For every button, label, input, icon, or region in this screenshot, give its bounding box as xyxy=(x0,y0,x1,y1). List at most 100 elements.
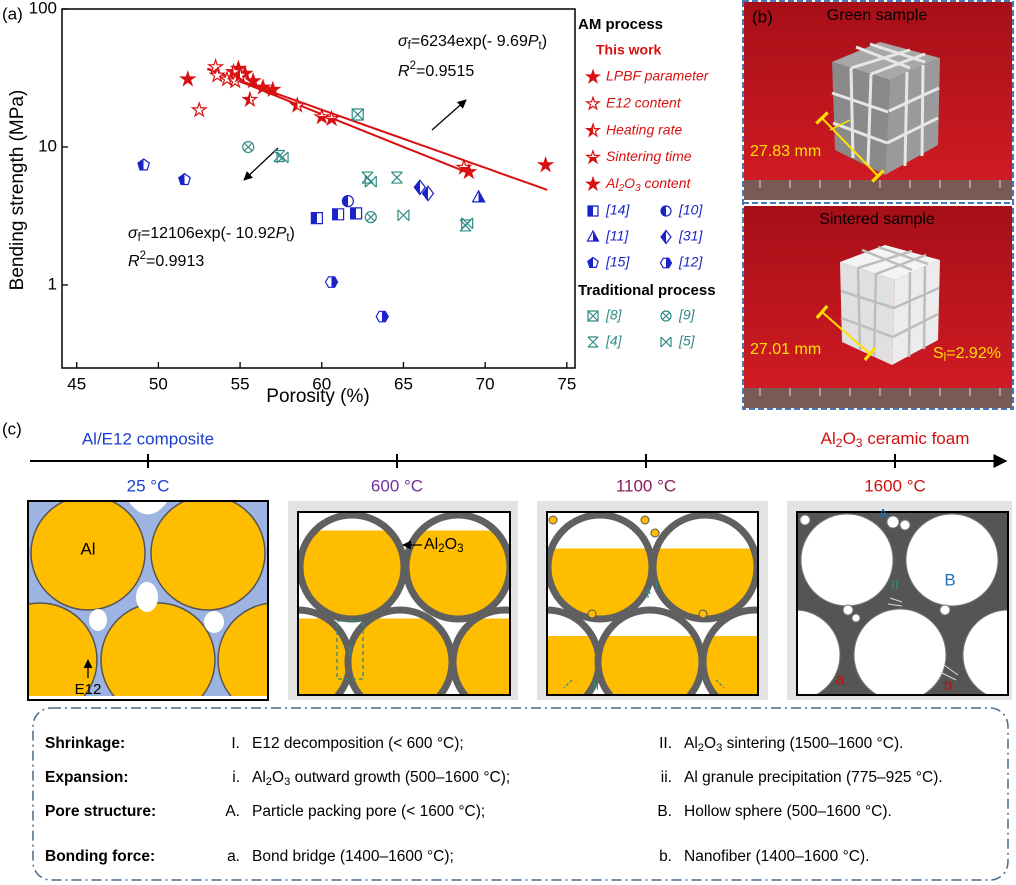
timeline-end: Al2O3 ceramic foam xyxy=(821,429,970,450)
legend-label: Heating rate xyxy=(606,121,682,137)
summary-text: Hollow sphere (500–1600 °C). xyxy=(684,803,892,820)
data-point xyxy=(254,78,272,95)
summary-header: Shrinkage: xyxy=(45,735,125,752)
data-point xyxy=(206,57,225,75)
stage-diagram xyxy=(298,512,510,695)
legend-header: This work xyxy=(596,42,662,58)
annotation-arrow xyxy=(243,147,279,181)
fit-equation: σf=6234exp(- 9.69Pt) xyxy=(398,33,547,52)
summary-header: Bonding force: xyxy=(45,848,155,865)
legend-label: [9] xyxy=(678,307,696,323)
legend-marker xyxy=(587,205,599,217)
text-run: l xyxy=(944,352,947,364)
legend-label: [12] xyxy=(678,254,703,270)
legend-label: Sintering time xyxy=(606,148,692,164)
legend-marker xyxy=(659,257,673,269)
text-run: R xyxy=(128,253,140,270)
data-point xyxy=(244,72,262,89)
data-point xyxy=(471,189,486,203)
text-run: O xyxy=(272,769,284,786)
x-tick-label: 65 xyxy=(394,374,413,393)
stage-diagram xyxy=(28,501,268,700)
timeline-tick xyxy=(147,454,896,468)
fit-equation: σf=12106exp(- 10.92Pt) xyxy=(128,225,295,244)
x-tick-label: 55 xyxy=(231,374,250,393)
legend-label: [15] xyxy=(605,254,630,270)
data-point xyxy=(536,155,555,173)
text-run: R xyxy=(398,63,410,80)
photo-title: Green sample xyxy=(827,7,928,24)
text-run: Al xyxy=(821,429,836,448)
diagram-label: E12 xyxy=(75,681,102,698)
diagram-label: i xyxy=(655,578,658,592)
shrinkage-label: Sl=2.92% xyxy=(933,345,1001,364)
stage-frame xyxy=(297,511,511,696)
data-point xyxy=(364,175,377,188)
data-point xyxy=(264,80,282,98)
text-run: O xyxy=(843,429,856,448)
text-run: 3 xyxy=(856,436,863,450)
diagram-label: I xyxy=(348,643,352,660)
legend-marker xyxy=(587,256,599,268)
data-point xyxy=(224,62,243,80)
data-point xyxy=(241,90,259,108)
y-axis-label: Bending strength (MPa) xyxy=(7,90,28,291)
summary-text: Nanofiber (1400–1600 °C). xyxy=(684,848,869,865)
legend-marker xyxy=(587,310,599,322)
data-point xyxy=(364,211,377,224)
text-run: ceramic foam xyxy=(863,429,970,448)
legend-marker xyxy=(584,175,602,192)
text-run: 2 xyxy=(266,776,272,788)
stage-diagram xyxy=(797,512,1008,695)
data-point xyxy=(332,208,345,221)
y-tick-label: 10 xyxy=(38,136,57,155)
legend-label: [5] xyxy=(678,333,696,349)
legend-marker xyxy=(584,68,602,84)
annotation-arrow xyxy=(431,99,467,131)
photo-sintered xyxy=(744,206,1012,408)
summary-header: Pore structure: xyxy=(45,803,156,820)
text-run: 3 xyxy=(716,742,722,754)
text-run: σ xyxy=(398,33,409,50)
x-tick-label: 45 xyxy=(67,374,86,393)
text-run: S xyxy=(933,345,944,362)
photo-title: Sintered sample xyxy=(819,211,935,228)
legend-label: LPBF parameter xyxy=(606,68,710,84)
data-point xyxy=(361,171,374,184)
legend-label: [4] xyxy=(605,333,623,349)
stage-frame xyxy=(546,511,759,696)
legend-label: [14] xyxy=(605,202,630,218)
text-run: Al xyxy=(252,769,266,786)
data-point xyxy=(421,185,435,202)
legend-marker xyxy=(584,149,602,165)
text-run: O xyxy=(624,175,635,191)
text-run: outward growth (500–1600 °C); xyxy=(290,769,510,786)
summary-text: Particle packing pore (< 1600 °C); xyxy=(252,803,485,820)
panel-label: (c) xyxy=(2,419,22,438)
text-run: =6234exp(- 9.69 xyxy=(411,33,528,50)
temperature-label: 1600 °C xyxy=(864,476,926,495)
data-point xyxy=(322,109,341,127)
x-tick-label: 60 xyxy=(312,374,331,393)
plot-frame xyxy=(61,8,576,369)
data-point xyxy=(190,101,208,118)
legend-label: E12 content xyxy=(606,95,682,111)
panel-label: (b) xyxy=(752,7,773,26)
legend-marker xyxy=(660,336,672,348)
text-run: σ xyxy=(128,225,139,242)
summary-marker: A. xyxy=(225,803,240,820)
temperature-label: 1100 °C xyxy=(616,476,676,495)
summary-header: Expansion: xyxy=(45,769,129,786)
x-tick-label: 70 xyxy=(476,374,495,393)
data-point xyxy=(276,151,289,164)
stage-diagram xyxy=(547,512,758,695)
text-run: ) xyxy=(542,33,547,50)
legend-marker xyxy=(584,95,602,111)
data-point xyxy=(178,172,192,186)
data-point xyxy=(242,140,255,153)
legend-marker xyxy=(587,336,599,348)
text-run: 2 xyxy=(836,436,843,450)
text-run: =0.9515 xyxy=(416,63,474,80)
summary-marker: b. xyxy=(659,848,672,865)
